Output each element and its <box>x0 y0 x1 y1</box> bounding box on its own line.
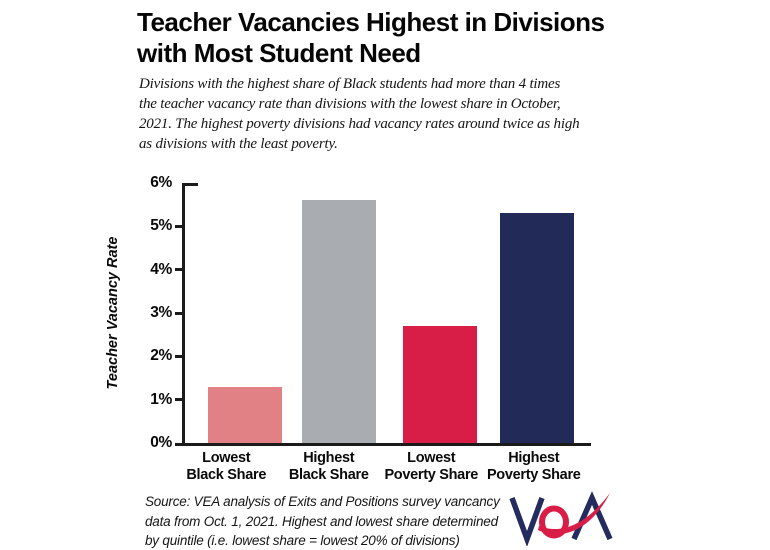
chart-subtitle: Divisions with the highest share of Blac… <box>139 74 580 154</box>
y-axis-tick <box>175 398 182 402</box>
vea-logo-swoosh <box>538 493 610 535</box>
y-tick-label: 5% <box>150 217 172 235</box>
y-tick-label: 1% <box>150 390 172 408</box>
page-title-line-1: Teacher Vacancies Highest in Divisions <box>137 7 605 37</box>
vea-logo-letter-a <box>571 491 613 541</box>
vea-logo-letter-v <box>509 497 545 546</box>
x-category-label: Highest Black Share <box>288 450 369 483</box>
subtitle-line-2: the teacher vacancy rate than divisions … <box>139 96 561 112</box>
vea-logo <box>509 491 613 546</box>
y-axis-tick <box>175 224 182 228</box>
y-tick-label: 4% <box>150 260 172 278</box>
y-axis-tick <box>175 354 182 358</box>
y-tick-label: 6% <box>150 174 172 191</box>
y-axis-tick <box>175 268 182 272</box>
y-tick-label: 3% <box>150 304 172 321</box>
bar-lowest-black-share <box>208 386 282 443</box>
x-category-label: Highest Poverty Share <box>486 450 581 483</box>
bar-chart-plot-area: Teacher Vacancy Rate Lowest Black Share Hi… <box>105 174 591 483</box>
subtitle-line-4: as divisions with the least poverty. <box>139 136 338 152</box>
x-category-label: Lowest Poverty Share <box>384 450 479 483</box>
subtitle-line-3: 2021. The highest poverty divisions had … <box>139 116 580 132</box>
x-axis-category-labels: Lowest Black Share Highest Black Share Lowes… <box>175 450 585 484</box>
x-category-label: Lowest Black Share <box>186 450 267 483</box>
page-title-line-2: with Most Student Need <box>137 38 421 68</box>
source-line-3: by quintile (i.e. lowest share = lowest … <box>145 533 460 548</box>
source-line-2: data from Oct. 1, 2021. Highest and lowe… <box>145 513 498 529</box>
source-line-1: Source: VEA analysis of Exits and Positi… <box>145 494 500 509</box>
bar-lowest-poverty-share <box>403 326 477 443</box>
subtitle-line-1: Divisions with the highest share of Blac… <box>139 76 561 92</box>
y-tick-label: 0% <box>150 434 172 451</box>
bar-highest-poverty-share <box>500 213 574 443</box>
bar-highest-black-share <box>302 200 376 443</box>
y-tick-label: 2% <box>150 347 172 365</box>
y-axis-title: Teacher Vacancy Rate <box>105 236 121 390</box>
y-axis-tick <box>175 311 182 315</box>
source-note: Source: VEA analysis of Exits and Positi… <box>145 492 500 550</box>
vea-logo-letter-e <box>539 505 569 539</box>
page-title: Teacher Vacancies Highest in Divisions w… <box>137 7 605 69</box>
